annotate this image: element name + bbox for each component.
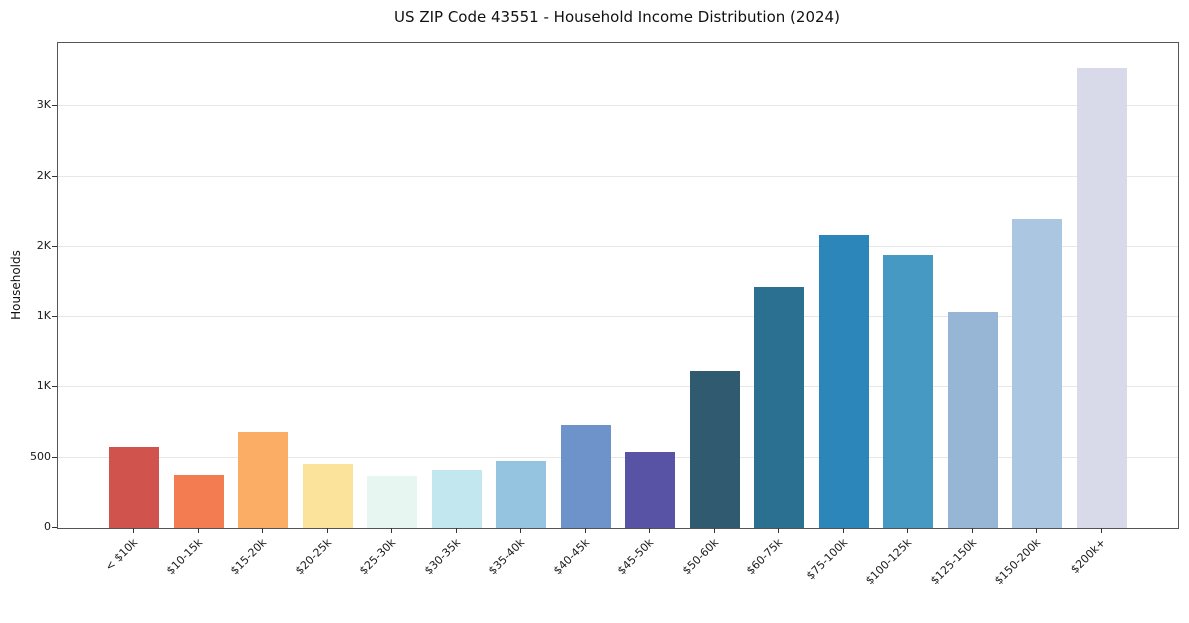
y-tick-mark bbox=[52, 316, 57, 318]
bar bbox=[109, 447, 160, 528]
bar bbox=[238, 432, 289, 528]
gridline bbox=[58, 386, 1178, 388]
y-tick-mark bbox=[52, 175, 57, 177]
x-tick-mark bbox=[649, 528, 651, 533]
y-tick-label: 0 bbox=[44, 520, 51, 533]
x-tick-mark bbox=[584, 528, 586, 533]
y-tick-label: 500 bbox=[30, 449, 51, 463]
x-tick-mark bbox=[326, 528, 328, 533]
x-tick-mark bbox=[1100, 528, 1102, 533]
bar bbox=[689, 370, 740, 528]
x-tick-mark bbox=[133, 528, 135, 533]
bar bbox=[367, 476, 418, 528]
bar bbox=[173, 475, 224, 528]
bar bbox=[431, 470, 482, 528]
x-tick-mark bbox=[197, 528, 199, 533]
gridline bbox=[58, 456, 1178, 458]
y-tick-label: 1K bbox=[36, 379, 51, 393]
x-tick-mark bbox=[842, 528, 844, 533]
x-tick-mark bbox=[455, 528, 457, 533]
gridline bbox=[58, 175, 1178, 177]
chart-title: US ZIP Code 43551 - Household Income Dis… bbox=[394, 8, 840, 26]
bar bbox=[302, 464, 353, 528]
bar bbox=[883, 254, 934, 528]
chart-figure: US ZIP Code 43551 - Household Income Dis… bbox=[9, 8, 1179, 587]
bar bbox=[818, 234, 869, 528]
x-tick-mark bbox=[713, 528, 715, 533]
y-tick-mark bbox=[52, 245, 57, 247]
gridline bbox=[58, 245, 1178, 247]
bar bbox=[625, 452, 676, 528]
y-tick-mark bbox=[52, 386, 57, 388]
plot-area bbox=[57, 42, 1179, 529]
x-tick-mark bbox=[520, 528, 522, 533]
x-tick-mark bbox=[907, 528, 909, 533]
y-tick-mark bbox=[52, 105, 57, 107]
y-tick-label: 2K bbox=[36, 238, 51, 252]
bar bbox=[496, 460, 547, 528]
x-tick-mark bbox=[391, 528, 393, 533]
y-tick-mark bbox=[52, 527, 57, 528]
bar bbox=[754, 286, 805, 528]
gridline bbox=[58, 316, 1178, 318]
x-tick-mark bbox=[1036, 528, 1038, 533]
bar bbox=[1012, 218, 1063, 528]
y-tick-label: 1K bbox=[36, 309, 51, 323]
x-tick-mark bbox=[971, 528, 973, 533]
y-tick-label: 3K bbox=[36, 98, 51, 112]
bar bbox=[560, 424, 611, 528]
y-tick-mark bbox=[52, 456, 57, 458]
x-tick-mark bbox=[262, 528, 264, 533]
x-tick-mark bbox=[778, 528, 780, 533]
gridline bbox=[58, 105, 1178, 107]
bar bbox=[1076, 68, 1127, 528]
bar bbox=[947, 311, 998, 528]
y-tick-label: 2K bbox=[36, 168, 51, 182]
